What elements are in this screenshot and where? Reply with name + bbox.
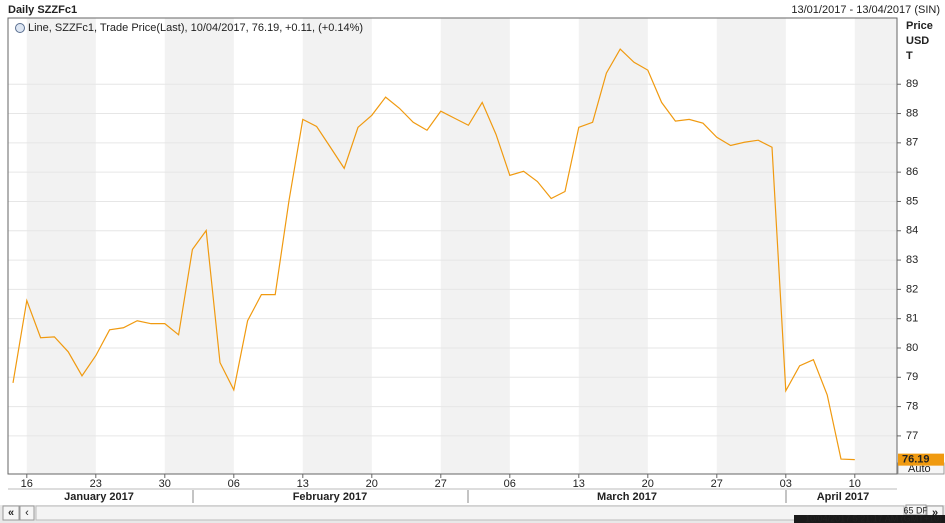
points-count: 65 DP [903,505,928,515]
y-tick-label: 82 [906,283,918,295]
window-title: Daily SZZFc1 [8,4,77,16]
y-tick-label: 88 [906,107,918,119]
x-tick-label: 10 [849,478,861,490]
legend-text: Line, SZZFc1, Trade Price(Last), 10/04/2… [28,22,282,34]
plot-frame [7,17,898,475]
x-tick-label: 27 [711,478,723,490]
scroll-first[interactable] [2,505,20,521]
scroll-track[interactable] [35,505,905,521]
legend-icon [15,23,25,33]
week-bands [26,18,897,474]
month-label: February 2017 [293,491,368,503]
y-tick-label: 78 [906,401,918,413]
x-tick-label: 06 [504,478,516,490]
x-tick-label: 27 [435,478,447,490]
scroll-prev-icon: ‹ [25,507,29,519]
scroll-last-icon: » [932,507,938,519]
week-band [854,18,897,474]
y-axis-label: USD [906,35,929,47]
week-band [302,18,372,474]
x-tick-label: 06 [228,478,240,490]
y-tick-label: 87 [906,137,918,149]
y-axis-label: T [906,50,913,62]
week-band [164,18,234,474]
last-price-box [898,453,944,466]
scale-mode: Auto [908,463,931,475]
y-tick-label: 83 [906,254,918,266]
scroll-prev[interactable] [19,505,35,521]
x-tick-label: 20 [366,478,378,490]
week-band [26,18,96,474]
x-tick-label: 13 [297,478,309,490]
month-label: January 2017 [64,491,134,503]
y-tick-label: 85 [906,195,918,207]
x-tick-label: 20 [642,478,654,490]
timestamp: 10/04/2017 5:21:17 AM (GMT+10) [805,513,942,523]
price-line [12,48,855,461]
x-tick-label: 03 [780,478,792,490]
y-tick-label: 86 [906,166,918,178]
timestamp-box [794,515,945,523]
y-tick-label: 89 [906,78,918,90]
y-tick-label: 77 [906,430,918,442]
week-band [716,18,786,474]
grid [8,83,897,437]
x-tick-label: 16 [21,478,33,490]
x-tick-label: 23 [90,478,102,490]
y-axis-label: Price [906,20,933,32]
scroll-first-icon: « [8,507,14,519]
y-tick-label: 84 [906,225,918,237]
x-tick-label: 13 [573,478,585,490]
x-tick-label: 30 [159,478,171,490]
week-band [440,18,510,474]
month-label: March 2017 [597,491,657,503]
week-band [578,18,648,474]
y-tick-label: 79 [906,371,918,383]
date-range: 13/01/2017 - 13/04/2017 (SIN) [791,4,940,16]
last-price-label: 76.19 [902,454,930,466]
month-label: April 2017 [817,491,870,503]
y-tick-label: 81 [906,313,918,325]
legend-change: +0.11, (+0.14%) [285,22,363,34]
y-tick-label: 80 [906,342,918,354]
